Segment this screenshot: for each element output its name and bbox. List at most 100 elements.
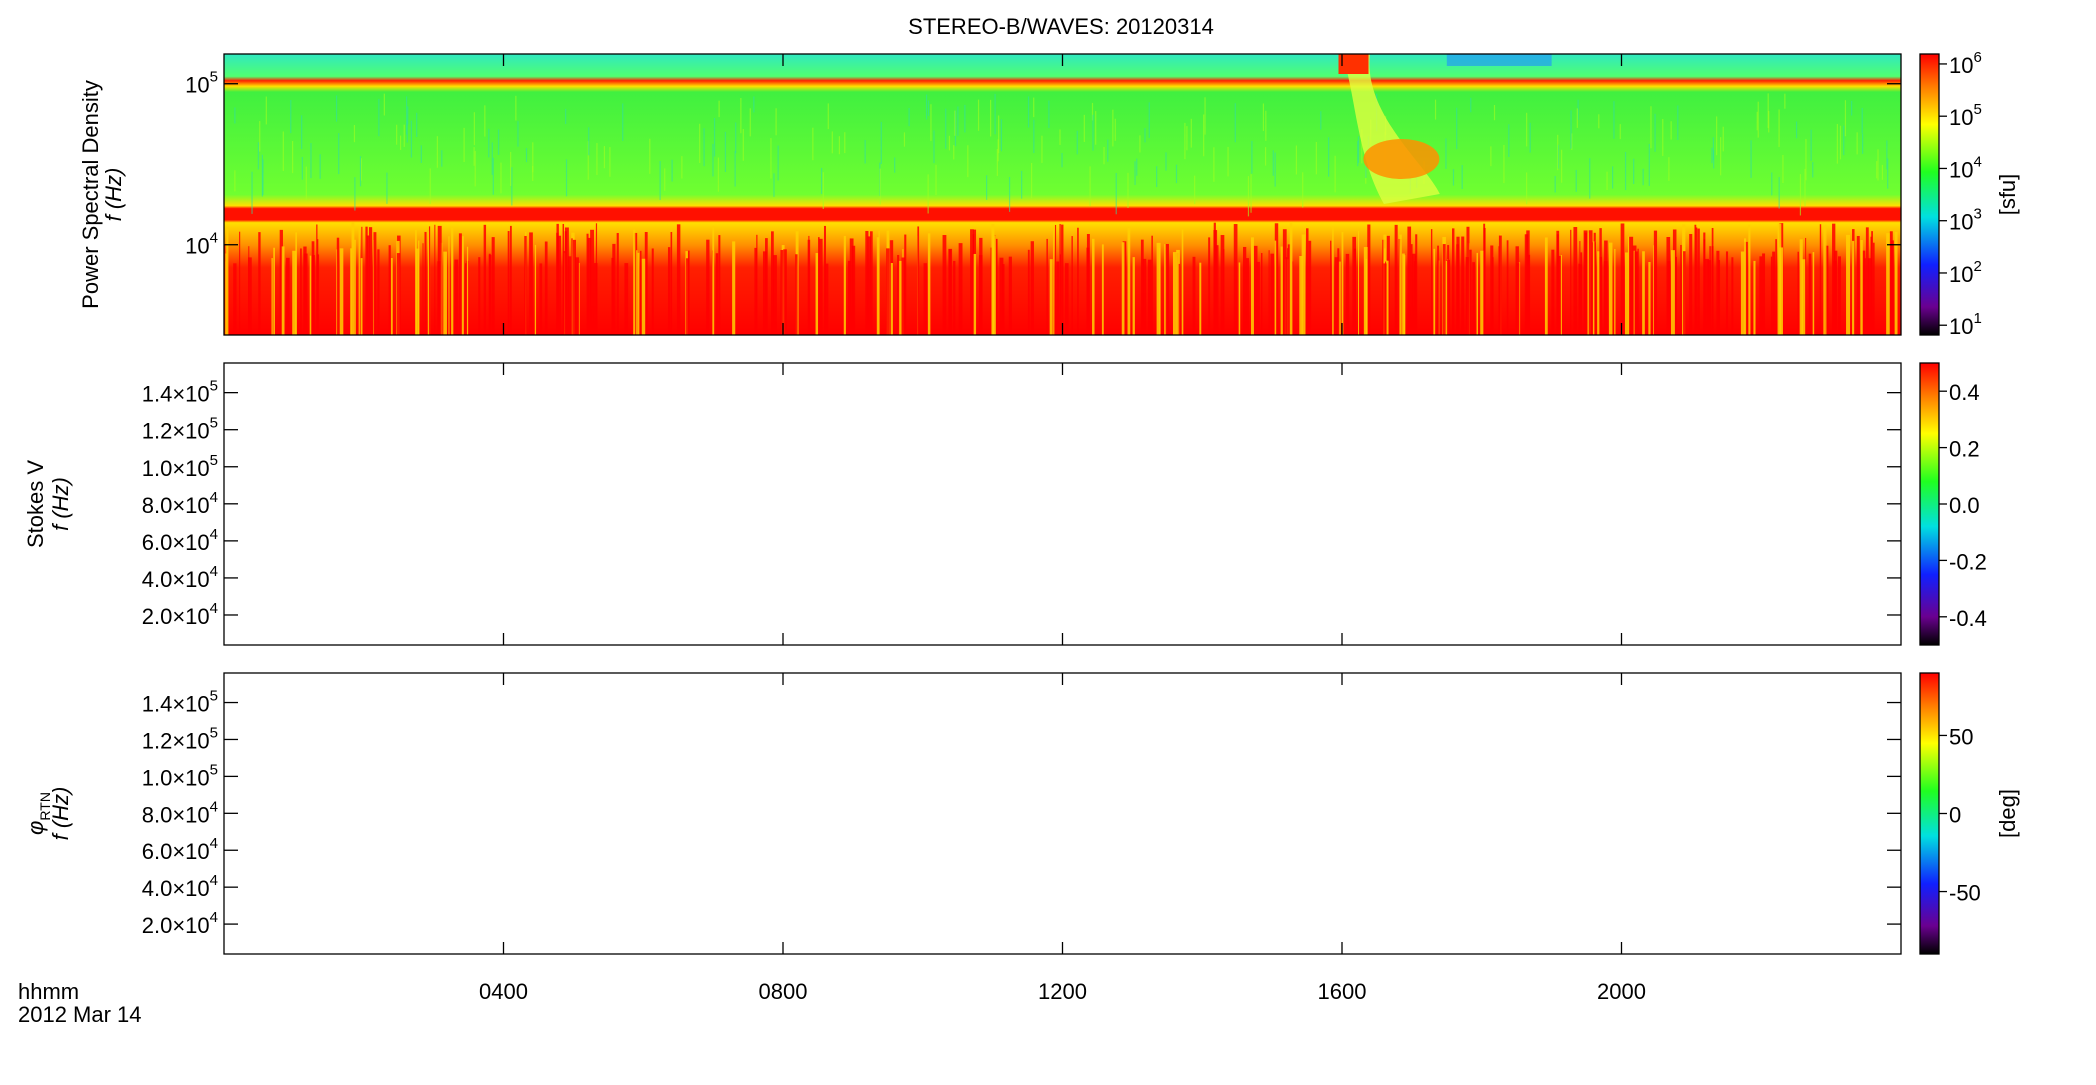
spectrogram-streak [1772, 251, 1776, 335]
y-tick-label: 105 [185, 69, 218, 98]
spectrogram-streak [383, 93, 385, 116]
spectrogram-streak [1407, 226, 1412, 335]
spectrogram-streak [1598, 114, 1600, 129]
spectrogram-streak [1759, 256, 1763, 335]
spectrogram-streak [1186, 126, 1188, 151]
spectrogram-streak [1127, 172, 1129, 209]
spectrogram-streak [466, 246, 469, 335]
spectrogram-streak [1825, 224, 1827, 335]
spectrogram-streak [305, 166, 307, 201]
spectrogram-streak [770, 138, 772, 179]
spectrogram-streak [1367, 224, 1371, 335]
spectrogram-streak [1295, 145, 1297, 175]
y-tick-label-exponent: 4 [210, 798, 218, 815]
spectrogram-streak [500, 162, 502, 194]
colorbar-tick-label-base: 50 [1949, 724, 1973, 749]
y-tick-label: 1.4×105 [142, 378, 218, 407]
spectrogram-streak [903, 132, 906, 147]
spectrogram-streak [557, 235, 562, 335]
spectrogram-streak [441, 150, 443, 167]
spectrogram-streak [1272, 150, 1274, 176]
spectrogram-streak [1332, 226, 1334, 335]
spectrogram-streak [712, 225, 715, 335]
spectrogram-streak [1592, 241, 1595, 335]
spectrogram-streak [1059, 254, 1061, 335]
spectrogram-streak [1089, 166, 1091, 206]
spectrogram-streak [396, 124, 398, 145]
spectrogram-streak [1503, 144, 1505, 184]
spectrogram-streak [637, 252, 640, 335]
spectrogram-streak [886, 248, 890, 335]
spectrogram-streak [279, 229, 283, 335]
plot-frame [223, 672, 1902, 955]
spectrogram-streak [1620, 223, 1625, 335]
spectrogram-streak [1851, 100, 1853, 116]
spectrogram-streak [1413, 261, 1417, 335]
spectrogram-streak [410, 120, 413, 158]
spectrogram-streak [1334, 257, 1339, 335]
colorbar-tick-label: 104 [1949, 153, 1982, 182]
spectrogram-streak [945, 108, 947, 149]
spectrogram-streak [996, 149, 998, 176]
colorbar-tick-label-base: 10 [1949, 262, 1973, 287]
spectrogram-streak [365, 226, 368, 335]
y-tick-label: 1.0×105 [142, 761, 218, 790]
spectrogram-streak [1172, 252, 1177, 335]
spectrogram-streak [1579, 241, 1581, 335]
spectrogram-streak [596, 143, 598, 176]
spectrogram-streak [463, 127, 465, 163]
spectrogram-streak [1865, 227, 1869, 335]
spectrogram-streak [1061, 152, 1063, 168]
spectrogram-streak [1653, 245, 1655, 335]
spectrogram-streak [1256, 261, 1260, 335]
spectrogram-streak [1268, 250, 1270, 335]
spectrogram-streak [1750, 140, 1752, 178]
spectrogram-streak [681, 156, 683, 179]
spectrogram-streak [1886, 233, 1890, 335]
spectrogram-streak [1852, 240, 1855, 335]
spectrogram-streak [1716, 116, 1718, 156]
spectrogram-streak [461, 236, 464, 335]
y-axis-quantity-name: Power Spectral Density [78, 80, 103, 309]
spectrogram-streak [281, 246, 285, 335]
x-tick-label: 1600 [1318, 979, 1367, 1004]
spectrogram-streak [262, 159, 264, 196]
spectrogram-streak [1410, 244, 1413, 335]
spectrogram-streak [1705, 258, 1709, 335]
spectrogram-streak [717, 157, 719, 192]
spectrogram-streak [1076, 130, 1078, 155]
spectrogram-streak [1434, 99, 1437, 120]
spectrogram-streak [812, 127, 814, 161]
colorbar-tick-label-exponent: 4 [1973, 153, 1981, 170]
spectrogram-streak [301, 115, 303, 150]
y-tick-label: 8.0×104 [142, 489, 218, 518]
spectrogram-streak [1551, 249, 1555, 335]
colorbar-tick-label: -0.2 [1949, 549, 1987, 574]
spectrogram-streak [497, 129, 500, 155]
spectrogram-streak [867, 236, 871, 335]
spectrogram-streak [823, 225, 827, 335]
spectrogram-streak [1753, 260, 1756, 335]
spectrogram-streak [491, 237, 495, 335]
colorbar-tick-label-base: 0.4 [1949, 380, 1980, 405]
spectrogram-streak [703, 128, 705, 167]
spectrogram-streak [1442, 244, 1446, 335]
spectrogram-streak [415, 229, 417, 335]
colorbar-tick-label-base: 0.0 [1949, 493, 1980, 518]
spectrogram-streak [1027, 249, 1030, 335]
spectrogram-streak [1302, 172, 1304, 208]
spectrogram-streak [1493, 105, 1496, 121]
spectrogram-streak [1280, 246, 1283, 335]
spectrogram-streak [1823, 225, 1825, 335]
colorbar-tick-label-exponent: 1 [1973, 310, 1981, 327]
colorbar-tick-label-base: 0 [1949, 802, 1961, 827]
spectrogram-streak [1797, 251, 1799, 335]
spectrogram-streak [336, 237, 340, 335]
spectrogram-streak [1843, 125, 1845, 156]
spectrogram-streak [1213, 147, 1215, 182]
spectrogram-streak [686, 258, 689, 335]
spectrogram-streak [1452, 169, 1455, 186]
spectrogram-streak [1557, 134, 1559, 171]
spectrogram-streak [1287, 244, 1291, 335]
spectrogram-streak [571, 238, 573, 335]
